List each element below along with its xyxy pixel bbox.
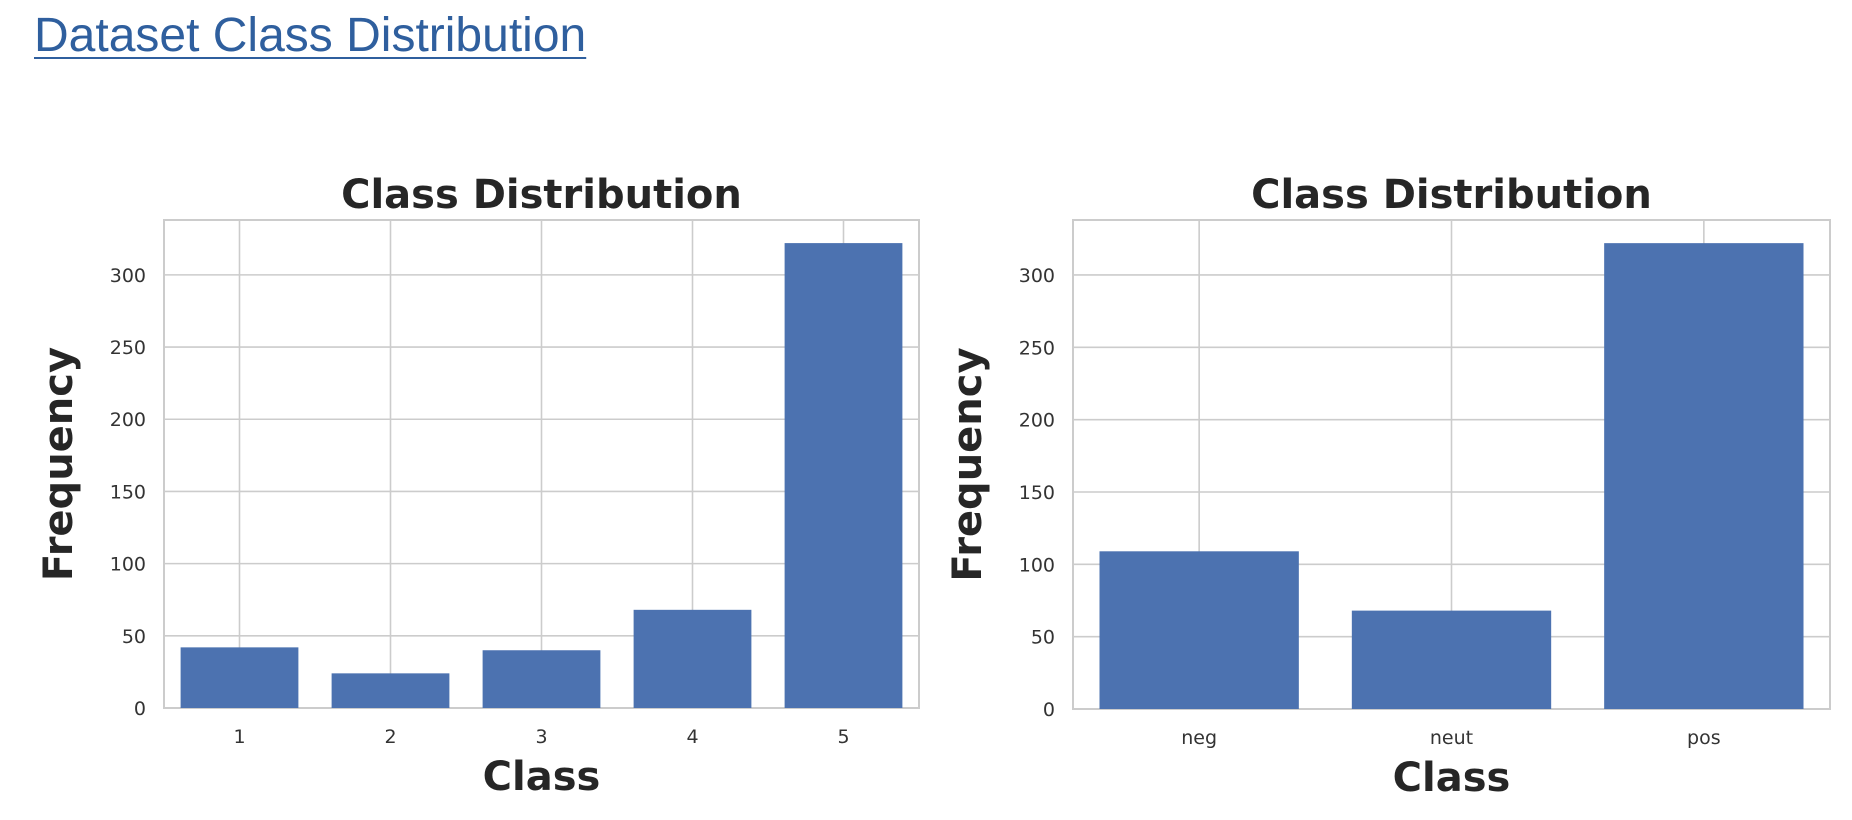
y-tick-label: 0 (1043, 699, 1055, 721)
x-tick-label: pos (1687, 727, 1721, 749)
bar-neg[interactable] (1099, 551, 1299, 709)
y-tick-label: 200 (1019, 410, 1055, 432)
y-tick-label: 100 (110, 554, 146, 576)
x-tick-label: 2 (384, 726, 396, 748)
x-tick-label: neg (1181, 727, 1217, 749)
y-tick-label: 50 (1031, 627, 1055, 649)
y-tick-label: 250 (110, 337, 146, 359)
bar-pos[interactable] (1604, 243, 1804, 709)
y-tick-label: 100 (1019, 554, 1055, 576)
chart-title: Class Distribution (1251, 172, 1652, 218)
page-heading[interactable]: Dataset Class Distribution (34, 9, 587, 62)
y-axis-label: Frequency (36, 347, 82, 581)
bar-neut[interactable] (1351, 610, 1552, 709)
bar-1[interactable] (180, 647, 299, 708)
chart-ratings: 0 50 100 150 200 250 300 1 2 3 4 5 Class Distributio… (36, 172, 920, 800)
bar-4[interactable] (633, 609, 752, 708)
y-tick-label: 250 (1019, 337, 1055, 359)
x-axis-label: Class (483, 754, 601, 800)
bar-3[interactable] (482, 650, 601, 708)
x-tick-label: 3 (535, 726, 547, 748)
y-tick-label: 50 (122, 626, 146, 648)
y-tick-label: 150 (110, 481, 146, 503)
y-tick-label: 0 (134, 698, 146, 720)
y-tick-label: 200 (110, 409, 146, 431)
x-tick-label: neut (1430, 727, 1473, 749)
x-tick-label: 5 (837, 726, 849, 748)
chart-title: Class Distribution (341, 172, 742, 218)
y-axis-label: Frequency (945, 347, 991, 581)
bar-5[interactable] (784, 243, 903, 708)
y-tick-label: 300 (1019, 265, 1055, 287)
y-tick-label: 150 (1019, 482, 1055, 504)
x-tick-label: 1 (233, 726, 245, 748)
chart-sentiment: 0 50 100 150 200 250 300 neg neut pos Class Distri… (945, 172, 1831, 801)
x-axis-label: Class (1393, 755, 1511, 801)
x-tick-label: 4 (686, 726, 698, 748)
y-tick-label: 300 (110, 265, 146, 287)
bar-2[interactable] (331, 673, 450, 708)
